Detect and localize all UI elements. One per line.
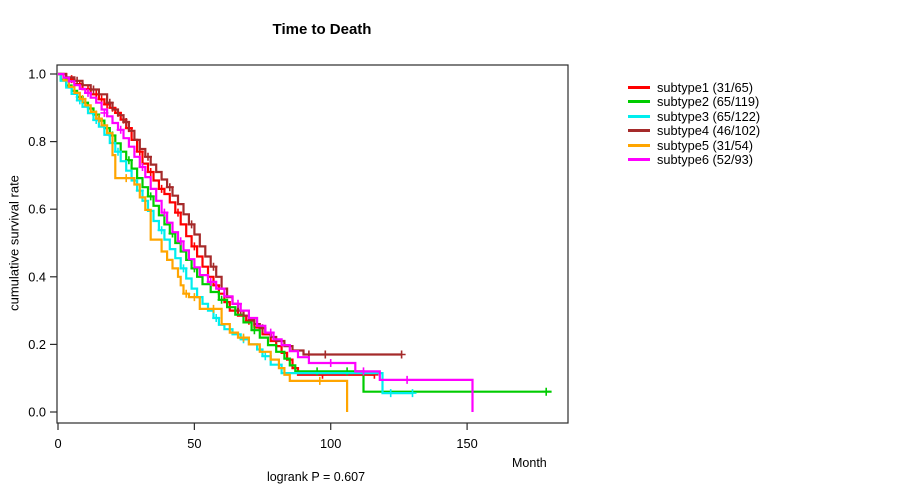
legend-item-subtype1: subtype1 (31/65) bbox=[628, 80, 760, 95]
censor-marks-subtype2 bbox=[75, 93, 551, 396]
censor-marks-subtype3 bbox=[75, 96, 417, 398]
y-tick-label: 0.8 bbox=[28, 134, 46, 149]
censor-marks-subtype6 bbox=[84, 88, 412, 384]
x-tick-label: 150 bbox=[456, 436, 477, 451]
legend-label: subtype5 (31/54) bbox=[657, 137, 754, 153]
legend-line-swatch-subtype4 bbox=[628, 129, 650, 133]
y-tick-label: 0.0 bbox=[28, 405, 46, 420]
legend-line-swatch-subtype3 bbox=[628, 114, 650, 118]
y-tick-label: 0.4 bbox=[28, 269, 46, 284]
legend-label: subtype1 (31/65) bbox=[657, 79, 754, 95]
x-tick-label: 50 bbox=[187, 436, 201, 451]
legend-line-swatch-subtype5 bbox=[628, 143, 650, 147]
y-tick-label: 0.6 bbox=[28, 202, 46, 217]
plot-box bbox=[56, 64, 569, 424]
censor-marks-subtype5 bbox=[78, 95, 324, 385]
x-tick-label: 100 bbox=[320, 436, 341, 451]
censor-marks-subtype1 bbox=[67, 75, 379, 379]
legend: subtype1 (31/65) subtype2 (65/119) subtype… bbox=[628, 80, 760, 167]
logrank-annotation: logrank P = 0.607 bbox=[266, 470, 366, 484]
km-curve-subtype3 bbox=[58, 72, 413, 395]
legend-line-swatch-subtype2 bbox=[628, 100, 650, 104]
legend-label: subtype2 (65/119) bbox=[657, 94, 760, 110]
legend-item-subtype6: subtype6 (52/93) bbox=[628, 152, 760, 168]
legend-item-subtype2: subtype2 (65/119) bbox=[628, 94, 760, 110]
legend-item-subtype4: subtype4 (46/102) bbox=[628, 123, 761, 139]
legend-item-subtype3: subtype3 (65/122) bbox=[628, 109, 760, 124]
legend-label: subtype4 (46/102) bbox=[657, 123, 761, 139]
chart-title: Time to Death bbox=[272, 21, 372, 38]
legend-line-swatch-subtype1 bbox=[628, 85, 650, 89]
km-curve-subtype6 bbox=[58, 72, 474, 412]
legend-label: subtype3 (65/122) bbox=[657, 108, 761, 124]
y-tick-label: 0.2 bbox=[28, 337, 46, 352]
km-curve-subtype5 bbox=[58, 72, 349, 412]
y-tick-label: 1.0 bbox=[28, 67, 46, 82]
y-axis-title: cumulative survival rate bbox=[6, 175, 22, 311]
legend-label: subtype6 (52/93) bbox=[657, 152, 754, 168]
legend-line-swatch-subtype6 bbox=[628, 158, 650, 162]
x-tick-label: 0 bbox=[54, 436, 61, 451]
km-curve-subtype2 bbox=[58, 72, 552, 393]
km-curve-subtype1 bbox=[58, 72, 375, 376]
legend-item-subtype5: subtype5 (31/54) bbox=[628, 138, 760, 153]
x-axis-title: Month bbox=[512, 456, 547, 470]
